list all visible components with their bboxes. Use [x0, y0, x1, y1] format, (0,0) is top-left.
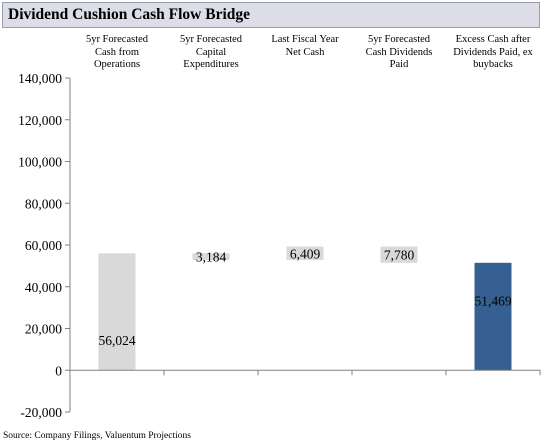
- data-label-3: 6,409: [290, 246, 321, 261]
- bar-1: [98, 253, 136, 371]
- bar-3: [286, 246, 324, 260]
- y-tick-label-7: 20,000: [25, 322, 62, 337]
- bar-2: [192, 253, 230, 260]
- source-note: Source: Company Filings, Valuentum Proje…: [3, 431, 191, 441]
- category-header-line: Excess Cash after: [455, 34, 531, 45]
- category-header-line: 5yr Forecasted: [367, 34, 431, 45]
- chart-title-bar: Dividend Cushion Cash Flow Bridge: [2, 2, 540, 28]
- y-tick-label-9: -20,000: [20, 405, 62, 420]
- bar-5: [474, 262, 512, 371]
- y-tick-label-2: 120,000: [18, 113, 62, 128]
- category-header-line: Net Cash: [285, 46, 325, 58]
- category-header-4: 5yr Forecasted Cash Dividends Paid: [351, 34, 447, 72]
- category-header-line: Dividends Paid, ex: [453, 46, 533, 58]
- category-header-line: Cash Dividends: [365, 46, 433, 58]
- category-header-5: Excess Cash after Dividends Paid, ex buyba…: [445, 34, 541, 72]
- category-header-2: 5yr Forecasted Capital Expenditures: [163, 34, 259, 72]
- data-label-5: 51,469: [474, 293, 511, 308]
- y-tick-label-4: 80,000: [25, 196, 62, 211]
- y-tick-label-1: 140,000: [18, 71, 62, 86]
- chart-title: Dividend Cushion Cash Flow Bridge: [8, 6, 251, 23]
- category-header-line: Expenditures: [183, 59, 239, 70]
- data-label-2: 3,184: [196, 250, 227, 265]
- y-tick-label-3: 100,000: [18, 155, 62, 170]
- category-header-line: Operations: [93, 59, 141, 70]
- bar-4: [380, 246, 418, 263]
- category-header-line: 5yr Forecasted: [85, 34, 149, 45]
- category-header-line: Paid: [389, 59, 409, 70]
- category-header-line: Last Fiscal Year: [271, 34, 339, 45]
- y-tick-label-6: 40,000: [25, 280, 62, 295]
- category-header-line: Capital: [195, 46, 227, 58]
- category-header-3: Last Fiscal Year Net Cash: [257, 34, 353, 59]
- y-tick-label-5: 60,000: [25, 238, 62, 253]
- category-header-1: 5yr Forecasted Cash from Operations: [69, 34, 165, 72]
- category-header-line: 5yr Forecasted: [179, 34, 243, 45]
- data-label-1: 56,024: [98, 333, 135, 348]
- data-label-4: 7,780: [384, 248, 415, 263]
- category-header-line: Cash from: [94, 46, 140, 58]
- y-tick-label-8: 0: [55, 363, 62, 378]
- category-header-line: buybacks: [473, 59, 513, 70]
